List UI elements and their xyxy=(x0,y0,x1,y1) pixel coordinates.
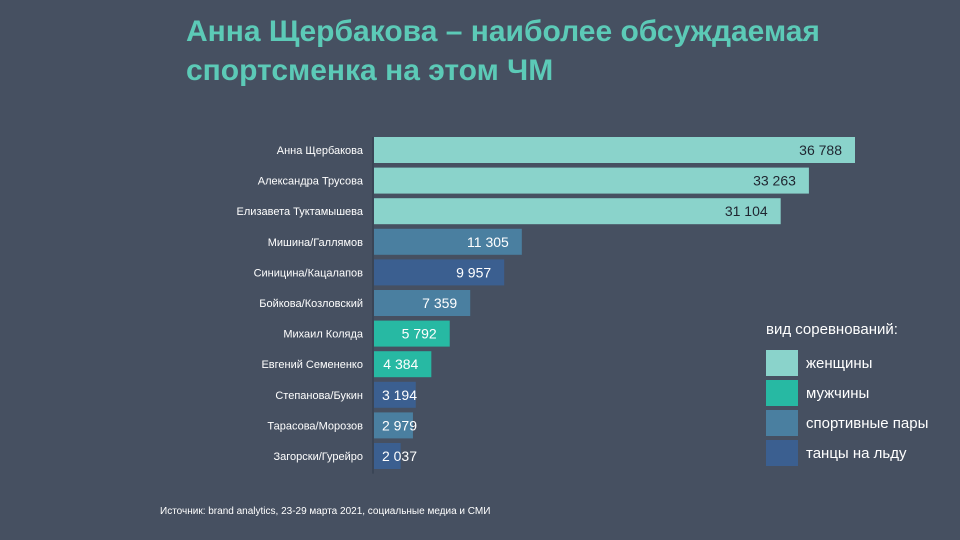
category-label-1: Александра Трусова xyxy=(258,176,364,188)
category-label-4: Синицина/Кацалапов xyxy=(254,267,364,279)
category-label-5: Бойкова/Козловский xyxy=(259,298,363,310)
bar-7 xyxy=(374,351,432,378)
title-line-2: спортсменка на этом ЧМ xyxy=(186,54,554,87)
legend: вид соревнований: женщины мужчины спортивн… xyxy=(766,318,928,468)
bar-2 xyxy=(374,198,781,225)
bar-8 xyxy=(374,381,416,408)
category-label-9: Тарасова/Морозов xyxy=(267,420,363,432)
legend-item-pairs: спортивные пары xyxy=(766,408,928,438)
value-label-10: 2 037 xyxy=(382,448,417,464)
bar-6 xyxy=(374,320,450,347)
value-label-4: 9 957 xyxy=(456,264,491,280)
bar-3 xyxy=(374,228,522,255)
category-label-8: Степанова/Букин xyxy=(275,390,363,402)
value-label-3: 11 305 xyxy=(467,234,509,250)
bar-9 xyxy=(374,412,413,439)
legend-title: вид соревнований: xyxy=(766,321,898,338)
chart-title: Анна Щербакова – наиболее обсуждаемая сп… xyxy=(186,12,926,90)
title-line-1: Анна Щербакова – наиболее обсуждаемая xyxy=(186,15,820,48)
value-label-6: 5 792 xyxy=(402,326,437,342)
value-label-1: 33 263 xyxy=(753,173,796,189)
value-label-8: 3 194 xyxy=(382,387,417,403)
legend-item-men: мужчины xyxy=(766,378,928,408)
value-label-7: 4 384 xyxy=(383,356,418,372)
category-label-0: Анна Щербакова xyxy=(277,145,364,157)
legend-swatch-pairs xyxy=(766,410,798,436)
category-label-2: Елизавета Туктамышева xyxy=(237,206,364,218)
legend-swatch-dance xyxy=(766,440,798,466)
value-label-9: 2 979 xyxy=(382,417,417,433)
legend-item-women: женщины xyxy=(766,348,928,378)
bar-0 xyxy=(374,137,855,163)
category-label-7: Евгений Семененко xyxy=(261,359,363,371)
category-label-6: Михаил Коляда xyxy=(283,329,363,341)
legend-item-dance: танцы на льду xyxy=(766,438,928,468)
bar-5 xyxy=(374,290,471,316)
value-label-2: 31 104 xyxy=(725,203,768,219)
legend-label-men: мужчины xyxy=(806,384,870,402)
source-note: Источник: brand analytics, 23-29 марта 2… xyxy=(160,506,491,517)
bar-1 xyxy=(374,167,809,194)
legend-swatch-men xyxy=(766,380,798,406)
category-label-10: Загорски/Гурейро xyxy=(274,451,364,463)
value-label-5: 7 359 xyxy=(422,295,457,311)
category-label-3: Мишина/Галлямов xyxy=(268,237,363,249)
legend-label-pairs: спортивные пары xyxy=(806,414,929,432)
value-label-0: 36 788 xyxy=(799,142,842,158)
bar-10 xyxy=(374,443,401,469)
legend-label-dance: танцы на льду xyxy=(806,444,907,462)
legend-swatch-women xyxy=(766,350,798,376)
bar-4 xyxy=(374,259,505,286)
legend-label-women: женщины xyxy=(806,354,873,372)
